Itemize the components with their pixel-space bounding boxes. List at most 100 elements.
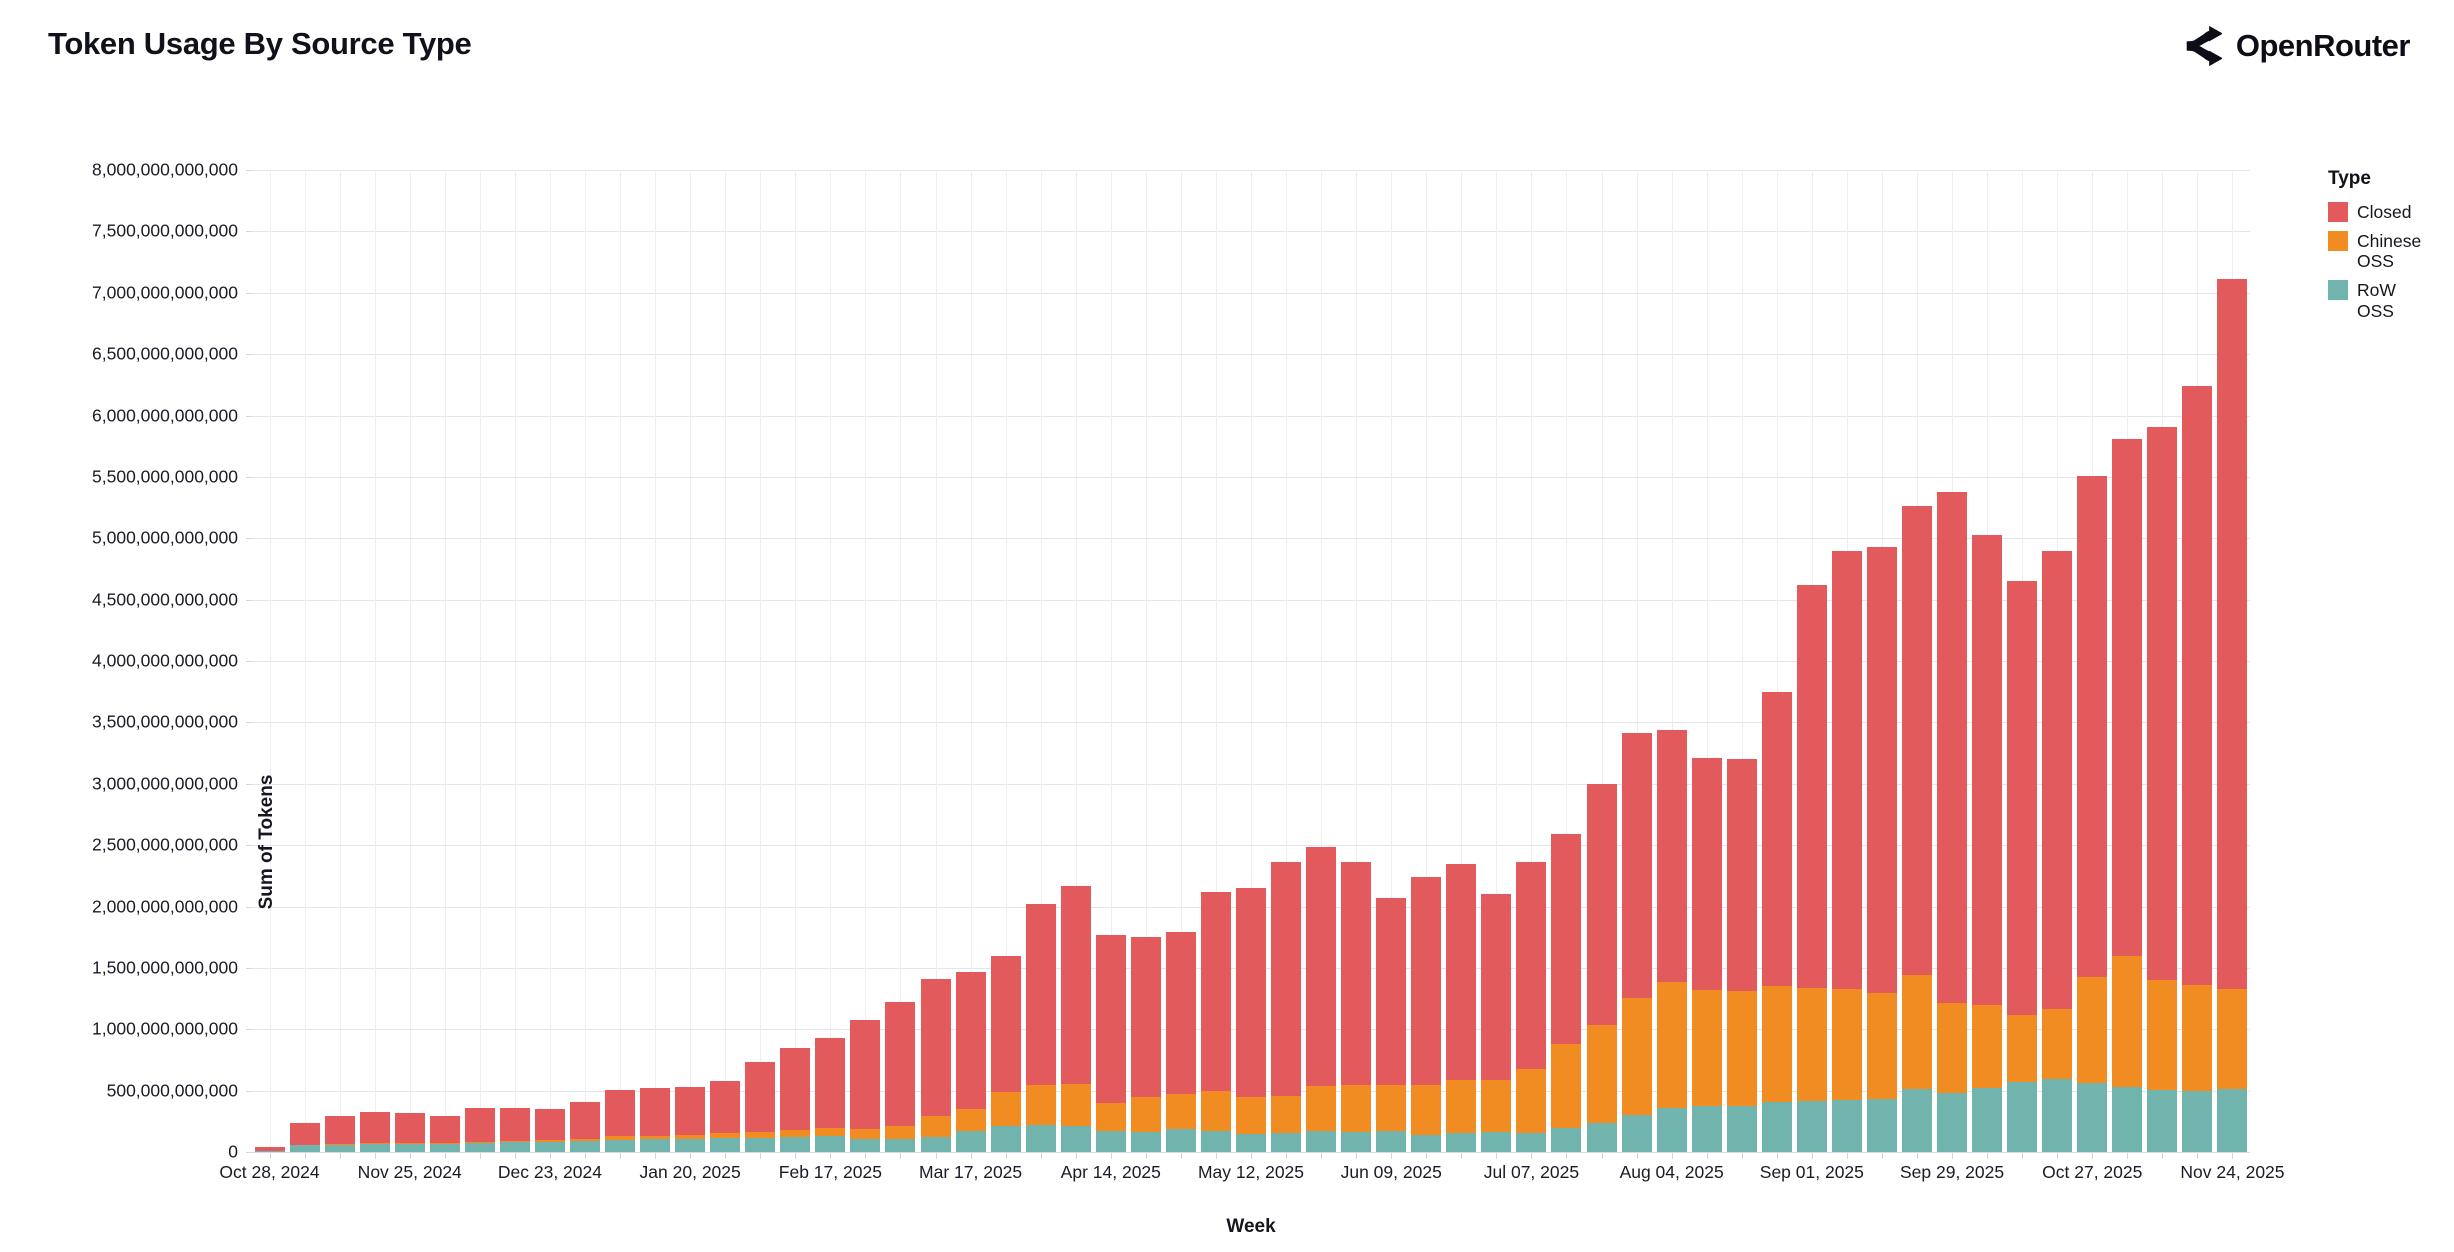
bar-week-Oct-27-2025[interactable] bbox=[2077, 475, 2108, 1152]
bar-segment-chinese-oss[interactable] bbox=[1341, 1084, 1372, 1132]
bar-segment-closed[interactable] bbox=[570, 1102, 600, 1139]
bar-segment-row-oss[interactable] bbox=[1165, 1129, 1196, 1152]
bar-segment-row-oss[interactable] bbox=[1411, 1134, 1442, 1152]
bar-segment-closed[interactable] bbox=[1831, 550, 1862, 990]
bar-segment-chinese-oss[interactable] bbox=[1200, 1091, 1231, 1131]
bar-segment-row-oss[interactable] bbox=[2077, 1083, 2108, 1152]
bar-segment-row-oss[interactable] bbox=[710, 1138, 741, 1152]
bar-segment-row-oss[interactable] bbox=[394, 1143, 425, 1152]
bar-segment-row-oss[interactable] bbox=[1236, 1133, 1266, 1152]
bar-segment-chinese-oss[interactable] bbox=[1761, 986, 1792, 1102]
bar-week-May-12-2025[interactable] bbox=[1236, 888, 1266, 1152]
legend-item-chinese-oss[interactable]: Chinese OSS bbox=[2328, 231, 2450, 271]
bar-segment-chinese-oss[interactable] bbox=[2182, 985, 2213, 1092]
bar-segment-chinese-oss[interactable] bbox=[1376, 1084, 1407, 1131]
bar-segment-closed[interactable] bbox=[1060, 886, 1091, 1084]
bar-segment-row-oss[interactable] bbox=[289, 1145, 320, 1152]
bar-segment-closed[interactable] bbox=[850, 1019, 881, 1129]
bar-segment-closed[interactable] bbox=[1516, 862, 1547, 1069]
bar-segment-closed[interactable] bbox=[1341, 862, 1372, 1085]
bar-segment-chinese-oss[interactable] bbox=[780, 1129, 811, 1138]
bar-segment-row-oss[interactable] bbox=[359, 1144, 390, 1152]
bar-segment-closed[interactable] bbox=[1130, 937, 1161, 1098]
bar-segment-closed[interactable] bbox=[1691, 758, 1722, 990]
bar-segment-row-oss[interactable] bbox=[1551, 1128, 1582, 1152]
bar-week-Feb-10-2025[interactable] bbox=[780, 1048, 811, 1152]
bar-segment-row-oss[interactable] bbox=[2112, 1087, 2143, 1152]
bar-segment-row-oss[interactable] bbox=[955, 1130, 986, 1152]
bar-week-Sep-08-2025[interactable] bbox=[1831, 550, 1862, 1152]
bar-segment-closed[interactable] bbox=[815, 1037, 846, 1129]
bar-week-Aug-11-2025[interactable] bbox=[1691, 758, 1722, 1152]
bar-segment-closed[interactable] bbox=[1025, 904, 1056, 1085]
bar-segment-row-oss[interactable] bbox=[815, 1136, 846, 1152]
bar-week-Mar-31-2025[interactable] bbox=[1025, 904, 1056, 1152]
bar-week-Jun-09-2025[interactable] bbox=[1376, 897, 1407, 1152]
bar-segment-row-oss[interactable] bbox=[745, 1137, 776, 1152]
bar-segment-chinese-oss[interactable] bbox=[1060, 1083, 1091, 1127]
bar-segment-row-oss[interactable] bbox=[254, 1151, 285, 1152]
bar-segment-closed[interactable] bbox=[359, 1111, 390, 1144]
bar-segment-chinese-oss[interactable] bbox=[1831, 989, 1862, 1101]
bar-segment-closed[interactable] bbox=[1761, 691, 1792, 987]
bar-segment-row-oss[interactable] bbox=[464, 1143, 495, 1152]
bar-segment-chinese-oss[interactable] bbox=[1691, 989, 1722, 1107]
legend-item-closed[interactable]: Closed bbox=[2328, 202, 2450, 222]
bar-segment-chinese-oss[interactable] bbox=[2217, 988, 2248, 1089]
bar-segment-closed[interactable] bbox=[675, 1087, 706, 1136]
bar-segment-closed[interactable] bbox=[745, 1062, 776, 1132]
bar-segment-chinese-oss[interactable] bbox=[1902, 975, 1932, 1090]
bar-segment-chinese-oss[interactable] bbox=[640, 1135, 671, 1140]
bar-week-May-05-2025[interactable] bbox=[1200, 892, 1231, 1152]
bar-segment-row-oss[interactable] bbox=[1902, 1089, 1932, 1152]
bar-segment-chinese-oss[interactable] bbox=[2147, 979, 2178, 1091]
bar-week-May-26-2025[interactable] bbox=[1306, 846, 1337, 1152]
bar-segment-row-oss[interactable] bbox=[1656, 1108, 1687, 1152]
bar-segment-closed[interactable] bbox=[464, 1107, 495, 1143]
bar-segment-chinese-oss[interactable] bbox=[1796, 987, 1827, 1102]
bar-segment-chinese-oss[interactable] bbox=[464, 1142, 495, 1144]
bar-segment-chinese-oss[interactable] bbox=[815, 1128, 846, 1137]
bar-week-Jun-02-2025[interactable] bbox=[1341, 862, 1372, 1152]
bar-segment-row-oss[interactable] bbox=[1095, 1131, 1126, 1152]
bar-segment-closed[interactable] bbox=[1656, 730, 1687, 983]
bar-segment-chinese-oss[interactable] bbox=[1516, 1068, 1547, 1134]
bar-week-Jul-28-2025[interactable] bbox=[1621, 732, 1652, 1152]
bar-segment-closed[interactable] bbox=[780, 1048, 811, 1130]
bar-week-Mar-10-2025[interactable] bbox=[920, 978, 951, 1152]
bar-segment-closed[interactable] bbox=[1200, 892, 1231, 1092]
bar-segment-row-oss[interactable] bbox=[885, 1138, 916, 1152]
bar-segment-row-oss[interactable] bbox=[1200, 1130, 1231, 1152]
bar-segment-chinese-oss[interactable] bbox=[1306, 1086, 1337, 1131]
bar-segment-closed[interactable] bbox=[1306, 846, 1337, 1087]
bar-week-Oct-06-2025[interactable] bbox=[1972, 534, 2003, 1152]
bar-segment-chinese-oss[interactable] bbox=[1621, 998, 1652, 1115]
bar-segment-chinese-oss[interactable] bbox=[570, 1138, 600, 1141]
bar-segment-row-oss[interactable] bbox=[850, 1138, 881, 1152]
bar-segment-row-oss[interactable] bbox=[780, 1137, 811, 1152]
bar-week-Apr-28-2025[interactable] bbox=[1165, 932, 1196, 1152]
bar-segment-chinese-oss[interactable] bbox=[920, 1115, 951, 1137]
bar-segment-closed[interactable] bbox=[1621, 732, 1652, 999]
bar-segment-row-oss[interactable] bbox=[429, 1143, 460, 1152]
bar-week-Mar-17-2025[interactable] bbox=[955, 972, 986, 1152]
bar-segment-row-oss[interactable] bbox=[2147, 1090, 2178, 1152]
bar-segment-closed[interactable] bbox=[2042, 550, 2073, 1009]
bar-segment-closed[interactable] bbox=[394, 1112, 425, 1143]
bar-week-May-19-2025[interactable] bbox=[1271, 861, 1302, 1152]
bar-segment-closed[interactable] bbox=[1551, 833, 1582, 1045]
bar-segment-row-oss[interactable] bbox=[1025, 1124, 1056, 1152]
bar-segment-row-oss[interactable] bbox=[570, 1140, 600, 1152]
bar-segment-chinese-oss[interactable] bbox=[429, 1142, 460, 1144]
bar-segment-chinese-oss[interactable] bbox=[990, 1092, 1021, 1126]
bar-week-Jan-27-2025[interactable] bbox=[710, 1080, 741, 1152]
bar-segment-chinese-oss[interactable] bbox=[1481, 1079, 1512, 1132]
bar-segment-closed[interactable] bbox=[534, 1108, 565, 1140]
bar-segment-row-oss[interactable] bbox=[1446, 1133, 1477, 1152]
bar-week-Apr-21-2025[interactable] bbox=[1130, 937, 1161, 1152]
bar-segment-row-oss[interactable] bbox=[2007, 1082, 2038, 1152]
bar-week-Dec-09-2024[interactable] bbox=[464, 1107, 495, 1152]
bar-week-Mar-24-2025[interactable] bbox=[990, 955, 1021, 1152]
bar-segment-closed[interactable] bbox=[885, 1002, 916, 1127]
bar-segment-closed[interactable] bbox=[499, 1108, 530, 1141]
